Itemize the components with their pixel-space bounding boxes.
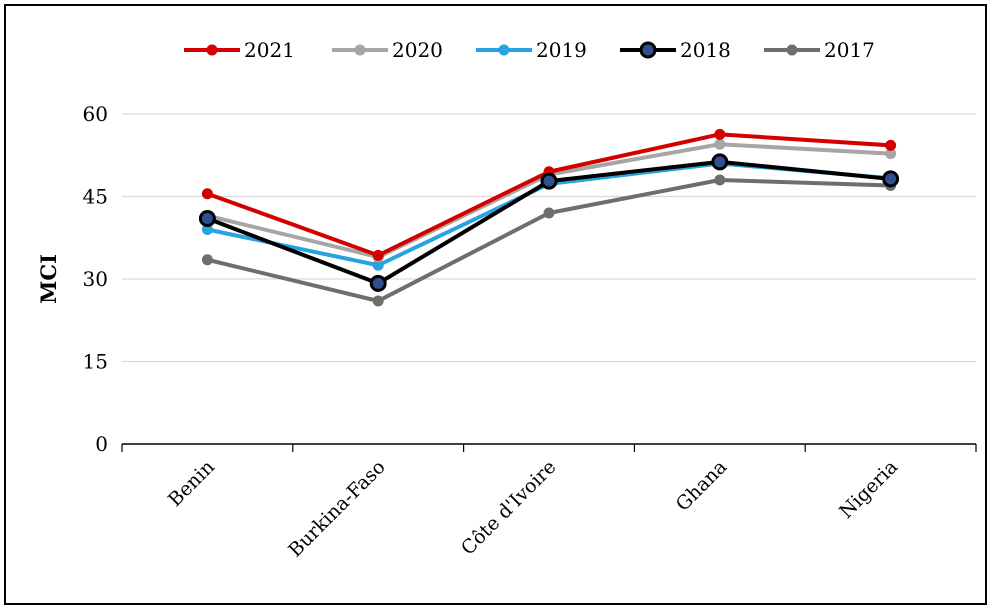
x-tick-label: Nigeria xyxy=(835,456,902,523)
x-tick-label: Côte d'Ivoire xyxy=(457,456,561,560)
y-tick-label: 15 xyxy=(83,350,108,374)
y-axis-label: MCI xyxy=(36,254,61,304)
legend-label: 2018 xyxy=(680,38,731,62)
legend-label: 2021 xyxy=(244,38,295,62)
legend: 2021 2020 2019 2018 2017 xyxy=(184,38,875,62)
x-tick-label: Benin xyxy=(164,456,219,511)
data-point xyxy=(711,153,729,171)
legend-marker xyxy=(354,44,366,56)
legend-item-2018: 2018 xyxy=(620,38,731,62)
data-point xyxy=(714,138,726,150)
series-line-2020 xyxy=(205,142,893,259)
legend-item-2021: 2021 xyxy=(184,38,295,62)
series-lines xyxy=(198,128,900,307)
y-tick-label: 45 xyxy=(83,185,108,209)
legend-marker xyxy=(786,44,798,56)
legend-marker xyxy=(498,44,510,56)
x-tick-label: Burkina-Faso xyxy=(284,456,390,562)
chart-frame: 0 15 30 45 60 Benin Burkina-Faso Côte d'Ivoire… xyxy=(4,4,987,605)
data-point xyxy=(372,249,384,261)
legend-label: 2020 xyxy=(392,38,443,62)
legend-item-2017: 2017 xyxy=(764,38,875,62)
legend-item-2019: 2019 xyxy=(476,38,587,62)
series-line-2021 xyxy=(205,132,893,258)
x-tick-labels: Benin Burkina-Faso Côte d'Ivoire Ghana Niger… xyxy=(164,456,902,562)
data-point xyxy=(201,188,213,200)
data-point xyxy=(714,174,726,186)
legend-marker xyxy=(206,44,218,56)
legend-label: 2017 xyxy=(824,38,875,62)
data-point xyxy=(714,128,726,140)
data-point xyxy=(882,170,900,188)
data-point xyxy=(369,274,387,292)
series-2020 xyxy=(201,138,897,263)
series-2018 xyxy=(198,153,900,292)
series-2021 xyxy=(201,128,897,261)
gridlines xyxy=(122,113,976,363)
y-tick-label: 30 xyxy=(83,267,108,291)
legend-marker xyxy=(639,41,657,59)
data-point xyxy=(198,210,216,227)
line-chart: 0 15 30 45 60 Benin Burkina-Faso Côte d'Ivoire… xyxy=(36,38,977,562)
data-point xyxy=(885,139,897,151)
legend-label: 2019 xyxy=(536,38,587,62)
y-tick-label: 60 xyxy=(83,102,108,126)
legend-item-2020: 2020 xyxy=(332,38,443,62)
data-point xyxy=(540,172,558,190)
data-point xyxy=(543,207,555,219)
data-point xyxy=(201,254,213,266)
data-point xyxy=(372,295,384,307)
y-tick-labels: 0 15 30 45 60 xyxy=(83,102,108,456)
y-tick-label: 0 xyxy=(95,432,108,456)
x-tick-label: Ghana xyxy=(672,456,732,516)
axes xyxy=(121,443,977,452)
